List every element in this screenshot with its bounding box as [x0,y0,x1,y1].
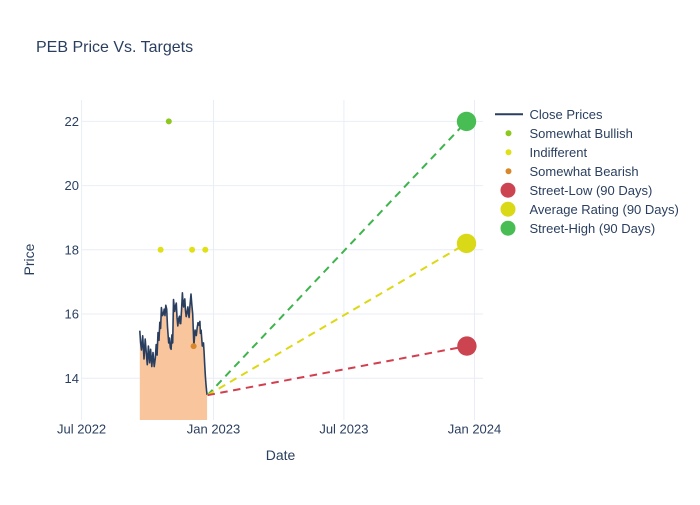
svg-text:Jul 2023: Jul 2023 [319,422,368,437]
svg-text:Street-Low (90 Days): Street-Low (90 Days) [530,183,653,198]
svg-text:Somewhat Bearish: Somewhat Bearish [530,164,639,179]
svg-text:Jan 2024: Jan 2024 [448,422,502,437]
svg-text:Jan 2023: Jan 2023 [187,422,241,437]
svg-text:Street-High (90 Days): Street-High (90 Days) [530,221,656,236]
svg-text:Jul 2022: Jul 2022 [57,422,106,437]
svg-text:Somewhat Bullish: Somewhat Bullish [530,126,633,141]
svg-text:22: 22 [65,114,79,129]
svg-text:Price: Price [21,243,37,275]
svg-text:18: 18 [65,242,79,257]
svg-text:Close Prices: Close Prices [530,107,603,122]
svg-text:Date: Date [266,447,296,463]
svg-text:20: 20 [65,178,79,193]
svg-text:PEB Price Vs. Targets: PEB Price Vs. Targets [36,39,193,56]
svg-text:Average Rating (90 Days): Average Rating (90 Days) [530,202,679,217]
svg-text:14: 14 [65,371,79,386]
svg-text:16: 16 [65,307,79,322]
svg-text:Indifferent: Indifferent [530,145,588,160]
